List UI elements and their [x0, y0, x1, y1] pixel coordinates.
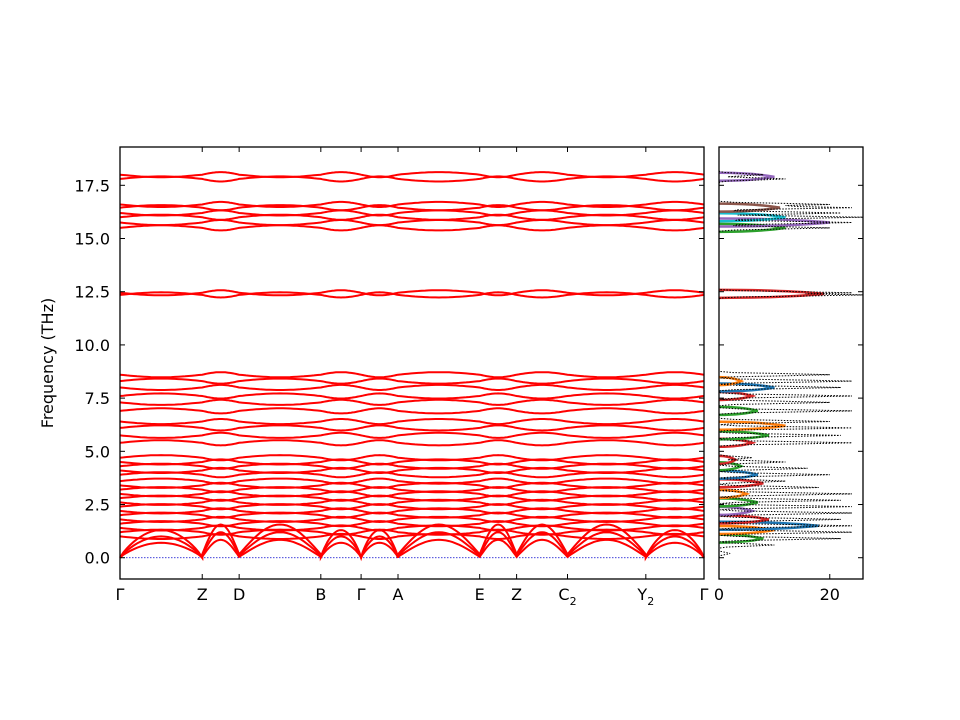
- band-y-ticks: 0.0 2.5 5.0 7.5 10.0 12.5 15.0 17.5: [74, 176, 704, 568]
- partial-dos-peak-22: [718, 202, 781, 213]
- band-xtick-label: C2: [558, 585, 576, 608]
- band-line-25: [119, 418, 705, 426]
- band-line-30: [119, 377, 705, 385]
- band-line-16: [119, 477, 705, 485]
- partial-dos-peak-8: [718, 469, 759, 480]
- band-ytick-label: 10.0: [74, 336, 110, 355]
- band-ytick-label: 7.5: [85, 389, 110, 408]
- partial-dos-peak-21: [718, 211, 786, 223]
- partial-dos-peak-6: [718, 488, 751, 500]
- band-xtick-label: Z: [197, 585, 208, 604]
- dos-xtick-label: 20: [820, 585, 840, 604]
- band-ytick-label: 12.5: [74, 283, 110, 302]
- band-ytick-label: 2.5: [85, 496, 110, 515]
- band-plot-frame: [119, 146, 705, 580]
- band-line-28: [119, 392, 705, 400]
- band-line-29: [119, 383, 705, 391]
- partial-dos-peak-3: [718, 514, 770, 525]
- band-line-22: [119, 439, 705, 447]
- band-line-41: [119, 171, 705, 179]
- partial-dos-peak-13: [718, 420, 786, 432]
- band-line-21: [119, 454, 705, 462]
- band-xtick-label: E: [475, 585, 485, 604]
- band-xtick-label: Γ: [357, 585, 366, 604]
- band-structure-panel: Γ Z D B Γ A E Z C2 Y2 Γ 0.0 2.5 5.0 7.5 10.0 12.5 15.0 17…: [38, 146, 709, 608]
- band-line-24: [119, 424, 705, 432]
- band-line-27: [119, 398, 705, 406]
- dos-y-ticks: [719, 184, 863, 559]
- band-ytick-label: 17.5: [74, 176, 110, 195]
- partial-dos-peak-5: [718, 497, 759, 508]
- partial-dos-peak-14: [718, 405, 759, 417]
- partial-dos-peak-10: [718, 454, 739, 466]
- band-ytick-label: 0.0: [85, 549, 110, 568]
- band-xtick-label: Z: [511, 585, 522, 604]
- band-xtick-label: Y2: [636, 585, 654, 608]
- band-line-33: [119, 289, 705, 297]
- band-line-23: [119, 431, 705, 439]
- partial-dos-peak-17: [718, 375, 745, 387]
- band-line-38: [119, 204, 705, 212]
- band-line-39: [119, 200, 705, 208]
- dos-plot-frame: [718, 146, 864, 580]
- band-ytick-label: 15.0: [74, 230, 110, 249]
- band-line-32: [119, 291, 705, 299]
- partial-dos-peak-12: [718, 430, 770, 441]
- band-lines: [119, 171, 705, 562]
- dos-panel: 0 20: [714, 146, 864, 604]
- partial-dos-peak-19: [718, 222, 786, 234]
- dos-xtick-label: 0: [714, 585, 724, 604]
- band-xtick-label: A: [393, 585, 404, 604]
- y-axis-label: Frequency (THz): [38, 298, 57, 428]
- band-xtick-label: Γ: [700, 585, 709, 604]
- dos-x-ticks: 0 20: [714, 147, 840, 604]
- partial-dos-peak-1: [718, 524, 775, 536]
- band-xtick-label: D: [233, 585, 245, 604]
- band-xtick-label: B: [315, 585, 326, 604]
- band-line-2: [119, 523, 705, 562]
- band-ytick-label: 5.0: [85, 442, 110, 461]
- band-line-31: [119, 371, 705, 379]
- band-line-26: [119, 407, 705, 415]
- band-xtick-label: Γ: [116, 585, 125, 604]
